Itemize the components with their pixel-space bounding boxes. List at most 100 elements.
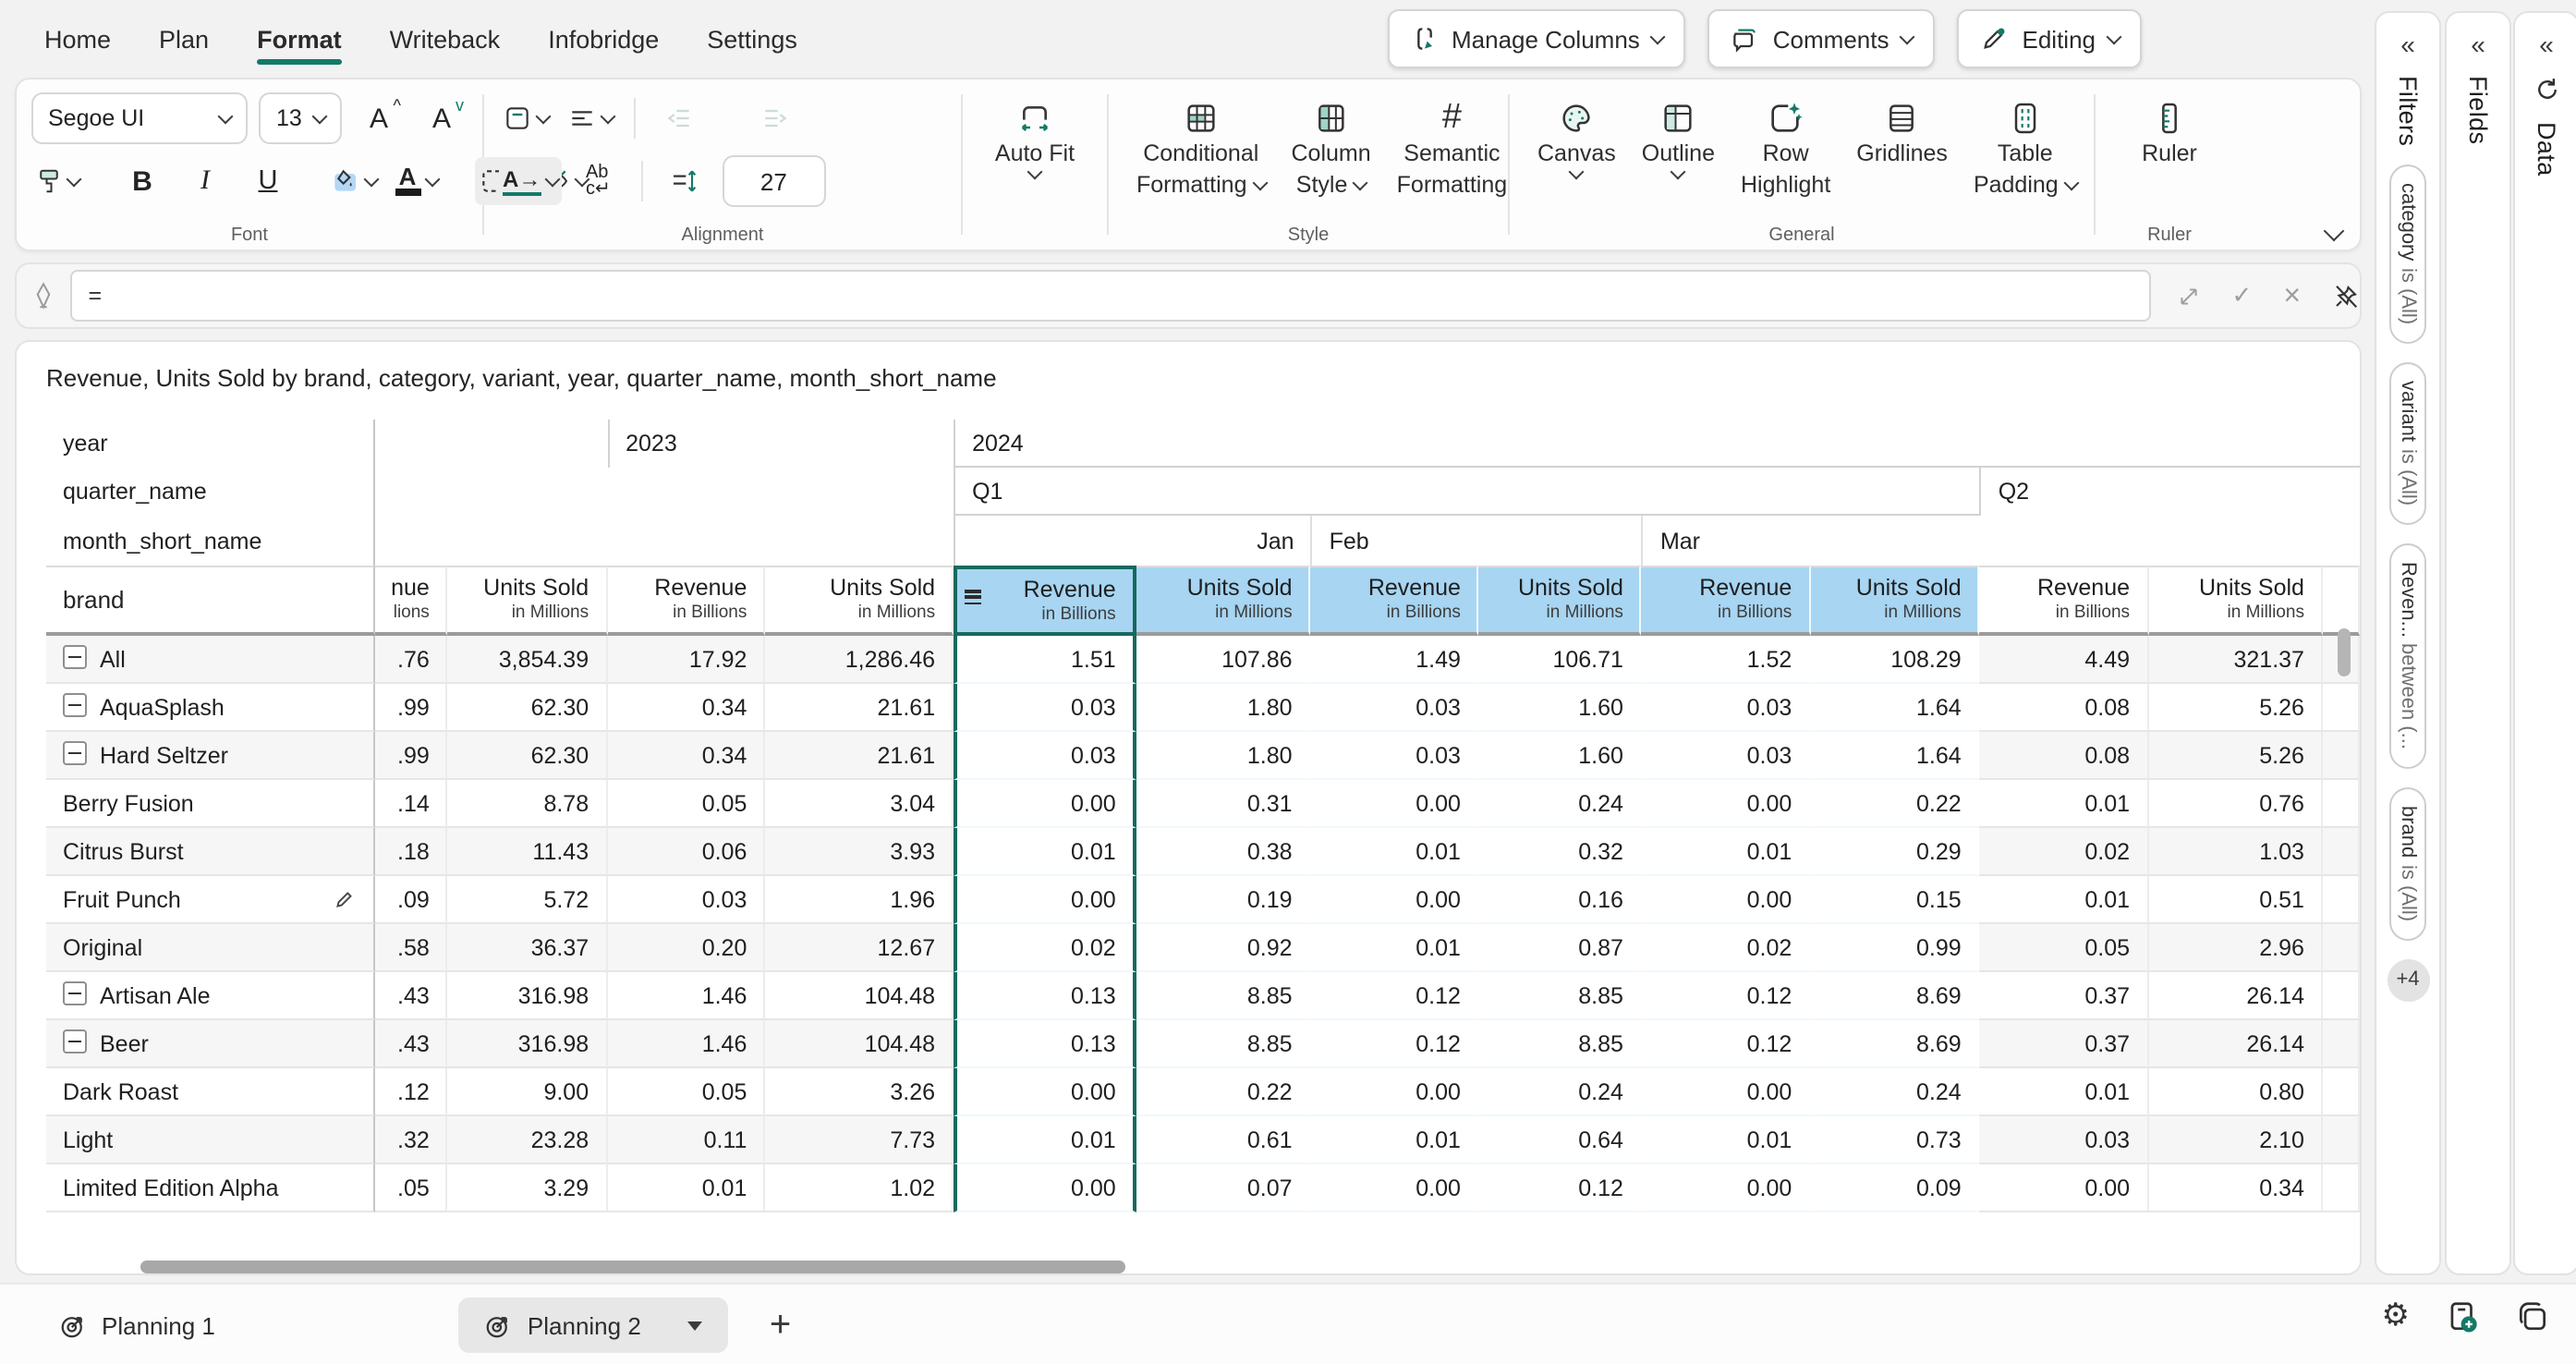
menu-format[interactable]: Format (257, 18, 342, 64)
font-color-button[interactable]: A (390, 157, 442, 205)
cell-selected[interactable]: 0.01 (1641, 828, 1811, 876)
cell[interactable]: 36.37 (447, 924, 608, 972)
refresh-icon[interactable] (2533, 76, 2560, 104)
collapse-toggle-icon[interactable] (63, 741, 87, 765)
table-row[interactable]: Dark Roast .12 9.00 0.05 3.26 0.00 0.22 … (46, 1068, 2360, 1116)
cell[interactable]: 1.03 (2148, 828, 2323, 876)
cell[interactable]: 1.96 (765, 876, 954, 924)
cell-selected[interactable]: 0.32 (1478, 828, 1642, 876)
year-2024-header[interactable]: 2024 (954, 420, 2360, 468)
collapse-toggle-icon[interactable] (63, 693, 87, 717)
cell[interactable]: 104.48 (765, 972, 954, 1020)
sheet-tab-dropdown-icon[interactable] (687, 1321, 703, 1330)
cell-selected[interactable]: 0.12 (1310, 972, 1479, 1020)
cell-selected[interactable]: 0.00 (1641, 876, 1811, 924)
row-label-cell[interactable]: Artisan Ale (46, 972, 375, 1020)
filter-pill-revenue[interactable]: Reven... between (... (2389, 542, 2426, 769)
cell[interactable]: 316.98 (447, 972, 608, 1020)
row-label-cell[interactable]: Beer (46, 1020, 375, 1068)
cell-selected[interactable]: 0.00 (954, 876, 1136, 924)
cell-selected[interactable]: 0.38 (1136, 828, 1311, 876)
cell[interactable]: 0.03 (1979, 1116, 2149, 1164)
column-menu-icon[interactable] (965, 590, 982, 608)
cell-selected[interactable]: 0.29 (1810, 828, 1980, 876)
increase-font-button[interactable]: A ^ (369, 95, 401, 134)
cell-selected[interactable]: 0.87 (1478, 924, 1642, 972)
cell-selected[interactable]: 0.03 (1641, 684, 1811, 732)
row-label-cell[interactable]: Limited Edition Alpha (46, 1164, 375, 1212)
cell-selected[interactable]: 0.12 (1310, 1020, 1479, 1068)
cell[interactable]: 62.30 (447, 732, 608, 780)
cell[interactable]: 0.51 (2148, 876, 2323, 924)
font-family-select[interactable]: Segoe UI (31, 92, 249, 144)
cell-selected[interactable]: 8.85 (1136, 1020, 1311, 1068)
text-direction-button[interactable]: A→ (499, 157, 562, 205)
cell-selected[interactable]: 0.03 (1641, 732, 1811, 780)
col-header-revenue[interactable]: Revenue in Billions (607, 566, 766, 636)
row-height-input[interactable]: 27 (722, 155, 826, 207)
cell-selected[interactable]: 8.69 (1810, 972, 1980, 1020)
quarter-q1-header[interactable]: Q1 (954, 468, 1980, 516)
conditional-formatting-button[interactable]: Conditional Formatting (1124, 91, 1279, 200)
cell[interactable]: 104.48 (765, 1020, 954, 1068)
cell[interactable]: 17.92 (607, 636, 766, 684)
cell[interactable]: 9.00 (447, 1068, 608, 1116)
cell[interactable]: 7.73 (765, 1116, 954, 1164)
col-header-units[interactable]: Units Sold in Millions (2148, 566, 2323, 636)
cell-selected[interactable]: 1.52 (1641, 636, 1811, 684)
ruler-button[interactable]: Ruler (2110, 91, 2229, 168)
cell[interactable]: 26.14 (2148, 1020, 2323, 1068)
cell-selected[interactable]: 0.31 (1136, 780, 1311, 828)
collapse-toggle-icon[interactable] (63, 981, 87, 1005)
underline-button[interactable]: U (258, 166, 278, 196)
cell[interactable]: .12 (374, 1068, 448, 1116)
cell-selected[interactable]: 0.03 (954, 732, 1136, 780)
expand-fields-icon[interactable]: « (2471, 30, 2485, 59)
col-header-units[interactable]: Units Sold in Millions (447, 566, 608, 636)
cell[interactable]: 0.34 (607, 684, 766, 732)
cell[interactable]: 23.28 (447, 1116, 608, 1164)
cell-selected[interactable]: 1.49 (1310, 636, 1479, 684)
cell-selected[interactable]: 8.85 (1478, 1020, 1642, 1068)
unpin-formula-icon[interactable] (2332, 282, 2360, 310)
formula-input[interactable] (69, 270, 2151, 322)
year-2023-header[interactable]: 2023 (607, 420, 954, 468)
table-padding-button[interactable]: Table Padding (1961, 91, 2090, 200)
cell[interactable]: 5.26 (2148, 732, 2323, 780)
cell-selected[interactable]: 0.13 (954, 972, 1136, 1020)
cell-selected[interactable]: 1.80 (1136, 732, 1311, 780)
cell-selected[interactable]: 0.12 (1641, 1020, 1811, 1068)
cell-selected[interactable]: 0.00 (1310, 780, 1479, 828)
cell[interactable]: 2.10 (2148, 1116, 2323, 1164)
cell-selected[interactable]: 1.60 (1478, 732, 1642, 780)
sheet-tab-planning-2[interactable]: Planning 2 (458, 1297, 729, 1353)
table-row[interactable]: Citrus Burst .18 11.43 0.06 3.93 0.01 0.… (46, 828, 2360, 876)
cell[interactable]: 316.98 (447, 1020, 608, 1068)
cell[interactable]: 0.00 (1979, 1164, 2149, 1212)
cell[interactable]: 0.34 (607, 732, 766, 780)
cell-selected[interactable]: 0.61 (1136, 1116, 1311, 1164)
month-feb-header[interactable]: Feb (1310, 516, 1642, 566)
data-pane-label[interactable]: Data (2533, 122, 2560, 177)
cell[interactable]: 0.05 (607, 1068, 766, 1116)
cell[interactable]: 21.61 (765, 684, 954, 732)
month-jan-header[interactable]: Jan (954, 516, 1311, 566)
cell-selected[interactable]: 0.22 (1810, 780, 1980, 828)
format-painter-button[interactable] (31, 157, 83, 205)
cell-selected[interactable]: 0.00 (954, 1164, 1136, 1212)
cell-selected[interactable]: 1.64 (1810, 732, 1980, 780)
col-header-revenue-selected[interactable]: Revenue in Billions (954, 566, 1136, 636)
filter-pill-variant[interactable]: variant is (All) (2389, 361, 2426, 525)
edit-pencil-icon[interactable] (332, 887, 356, 911)
cell[interactable]: 8.78 (447, 780, 608, 828)
ribbon-collapse-chevron[interactable] (2323, 220, 2345, 242)
cell[interactable]: 0.76 (2148, 780, 2323, 828)
cell-selected[interactable]: 0.12 (1641, 972, 1811, 1020)
cell[interactable]: 0.80 (2148, 1068, 2323, 1116)
menu-infobridge[interactable]: Infobridge (548, 25, 660, 53)
table-row[interactable]: All .76 3,854.39 17.92 1,286.46 1.51 107… (46, 636, 2360, 684)
settings-gear-icon[interactable]: ⚙ (2381, 1297, 2411, 1334)
cell[interactable]: 3,854.39 (447, 636, 608, 684)
col-header-units[interactable]: Units Sold in Millions (765, 566, 954, 636)
vertical-scrollbar[interactable] (2338, 628, 2351, 676)
